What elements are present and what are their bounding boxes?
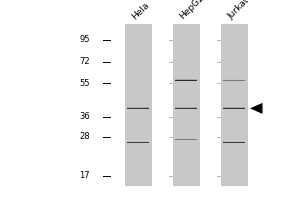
Bar: [175, 109, 197, 110]
Bar: [127, 142, 149, 143]
Bar: [223, 140, 245, 141]
Text: 72: 72: [80, 57, 90, 66]
Bar: [175, 82, 197, 83]
Text: HepG2: HepG2: [178, 0, 206, 21]
Bar: [223, 109, 245, 110]
Text: 95: 95: [80, 36, 90, 45]
Bar: [172, 24, 200, 186]
Text: 17: 17: [80, 171, 90, 180]
Bar: [223, 143, 245, 144]
Bar: [175, 108, 197, 109]
Text: Hela: Hela: [130, 0, 151, 21]
Bar: [223, 107, 245, 108]
Bar: [175, 79, 197, 80]
Bar: [127, 107, 149, 108]
Bar: [175, 110, 197, 111]
Polygon shape: [250, 103, 262, 114]
Bar: [175, 80, 197, 81]
Text: 36: 36: [79, 112, 90, 121]
Bar: [127, 110, 149, 111]
Bar: [220, 24, 248, 186]
Bar: [223, 141, 245, 142]
Bar: [127, 141, 149, 142]
Bar: [175, 81, 197, 82]
Text: 28: 28: [80, 132, 90, 141]
Bar: [223, 142, 245, 143]
Bar: [127, 108, 149, 109]
Text: Jurkat: Jurkat: [226, 0, 251, 21]
Text: 55: 55: [80, 79, 90, 88]
Bar: [127, 143, 149, 144]
Bar: [223, 108, 245, 109]
Bar: [127, 106, 149, 107]
Bar: [127, 109, 149, 110]
Bar: [124, 24, 152, 186]
Bar: [175, 106, 197, 107]
Bar: [223, 106, 245, 107]
Bar: [223, 110, 245, 111]
Bar: [175, 78, 197, 79]
Bar: [175, 107, 197, 108]
Bar: [127, 140, 149, 141]
